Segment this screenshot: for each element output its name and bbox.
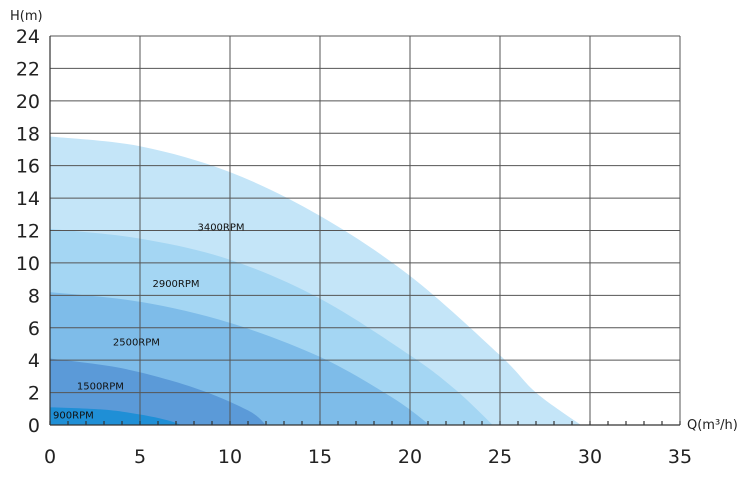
x-tick-label: 20 — [398, 446, 422, 468]
y-tick-label: 2 — [28, 383, 40, 405]
x-tick-labels: 0 5 10 15 20 25 30 35 — [44, 446, 692, 468]
y-tick-label: 8 — [28, 285, 40, 307]
y-tick-label: 6 — [28, 318, 40, 340]
series-area-3 — [50, 358, 266, 425]
y-axis-title: H(m) — [10, 9, 43, 24]
series-label-4: 900RPM — [53, 411, 94, 422]
series-label-2: 2500RPM — [113, 338, 160, 349]
x-tick-label: 35 — [668, 446, 692, 468]
y-tick-label: 24 — [16, 26, 40, 48]
y-tick-label: 22 — [16, 58, 40, 80]
series-area-4 — [50, 407, 182, 425]
x-tick-label: 25 — [488, 446, 512, 468]
x-tick-label: 10 — [218, 446, 242, 468]
series-label-1: 2900RPM — [152, 279, 199, 290]
curve-labels: 3400RPM 2900RPM 2500RPM 1500RPM 900RPM — [53, 223, 244, 422]
x-axis-title: Q(m³/h) — [687, 418, 738, 433]
y-tick-label: 4 — [28, 350, 40, 372]
y-tick-label: 14 — [16, 188, 40, 210]
series-label-0: 3400RPM — [197, 223, 244, 234]
x-tick-label: 5 — [134, 446, 146, 468]
y-tick-label: 0 — [28, 415, 40, 437]
y-tick-label: 18 — [16, 123, 40, 145]
grid — [49, 35, 681, 426]
x-tick-label: 30 — [578, 446, 602, 468]
x-tick-label: 15 — [308, 446, 332, 468]
x-tick-label: 0 — [44, 446, 56, 468]
y-tick-label: 12 — [16, 221, 40, 243]
curve-areas — [50, 136, 581, 425]
series-label-3: 1500RPM — [77, 381, 124, 392]
y-tick-label: 10 — [16, 253, 40, 275]
y-tick-label: 20 — [16, 91, 40, 113]
y-tick-label: 16 — [16, 156, 40, 178]
